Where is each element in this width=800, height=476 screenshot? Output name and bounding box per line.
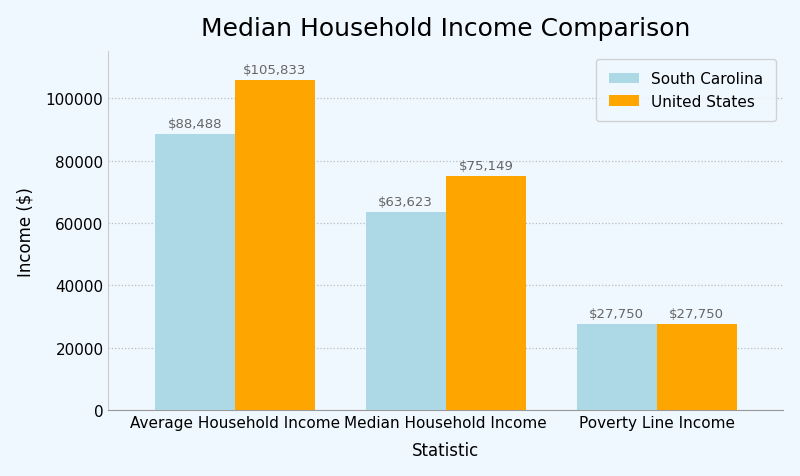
Text: $27,750: $27,750 xyxy=(590,307,644,320)
Text: $105,833: $105,833 xyxy=(243,64,306,77)
Text: $27,750: $27,750 xyxy=(670,307,724,320)
Legend: South Carolina, United States: South Carolina, United States xyxy=(596,60,776,122)
Y-axis label: Income ($): Income ($) xyxy=(17,187,34,276)
Bar xyxy=(577,324,657,410)
X-axis label: Statistic: Statistic xyxy=(412,441,479,459)
Bar xyxy=(657,324,737,410)
Bar xyxy=(154,135,235,410)
Title: Median Household Income Comparison: Median Household Income Comparison xyxy=(201,17,690,40)
Bar xyxy=(235,81,315,410)
Bar xyxy=(366,212,446,410)
Text: $75,149: $75,149 xyxy=(458,159,514,173)
Text: $88,488: $88,488 xyxy=(168,118,222,131)
Bar xyxy=(446,177,526,410)
Text: $63,623: $63,623 xyxy=(378,196,434,208)
